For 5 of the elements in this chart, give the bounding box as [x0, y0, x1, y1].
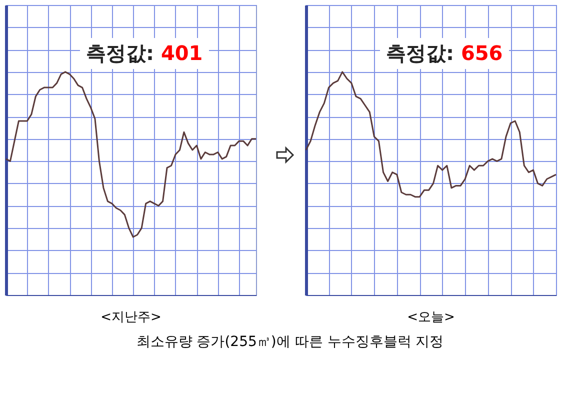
text: 측정값: 656 [386, 41, 503, 65]
text: 최소유량 증가(255㎥)에 따른 누수징후블럭 지정 [135, 333, 445, 351]
text: 측정값: 401 [86, 41, 203, 65]
text: <지난주> [100, 310, 162, 325]
text: <오늘> [407, 310, 455, 325]
